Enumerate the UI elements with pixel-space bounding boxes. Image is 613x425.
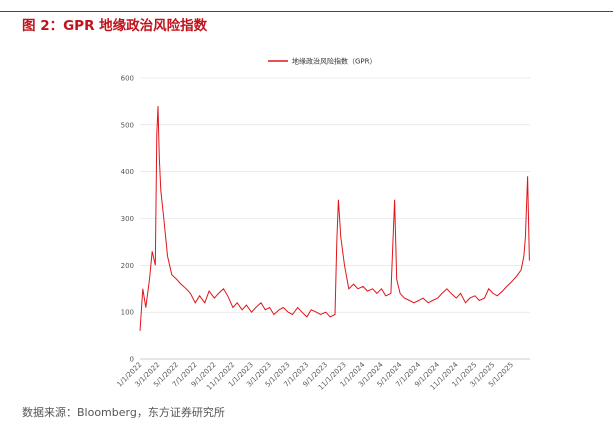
y-tick-label: 200 xyxy=(121,262,134,270)
y-tick-label: 600 xyxy=(121,75,134,83)
y-tick-label: 100 xyxy=(121,309,134,317)
y-tick-label: 0 xyxy=(130,356,134,364)
x-axis-tick-labels: 1/1/20223/1/20225/1/20227/1/20229/1/2022… xyxy=(116,360,516,391)
legend: 地缘政治风险指数（GPR） xyxy=(268,57,377,66)
page-title: 图 2：GPR 地缘政治风险指数 xyxy=(22,18,208,34)
y-tick-label: 500 xyxy=(121,121,134,129)
header-rule xyxy=(0,11,613,12)
grid-lines xyxy=(140,77,530,313)
source-note: 数据来源：Bloomberg，东方证券研究所 xyxy=(22,406,225,419)
legend-label: 地缘政治风险指数（GPR） xyxy=(292,57,377,66)
series-line-gpr xyxy=(139,106,530,331)
y-tick-label: 300 xyxy=(121,215,134,223)
y-tick-label: 400 xyxy=(121,168,134,176)
y-axis-tick-labels: 0 100 200 300 400 500 600 xyxy=(121,75,134,364)
